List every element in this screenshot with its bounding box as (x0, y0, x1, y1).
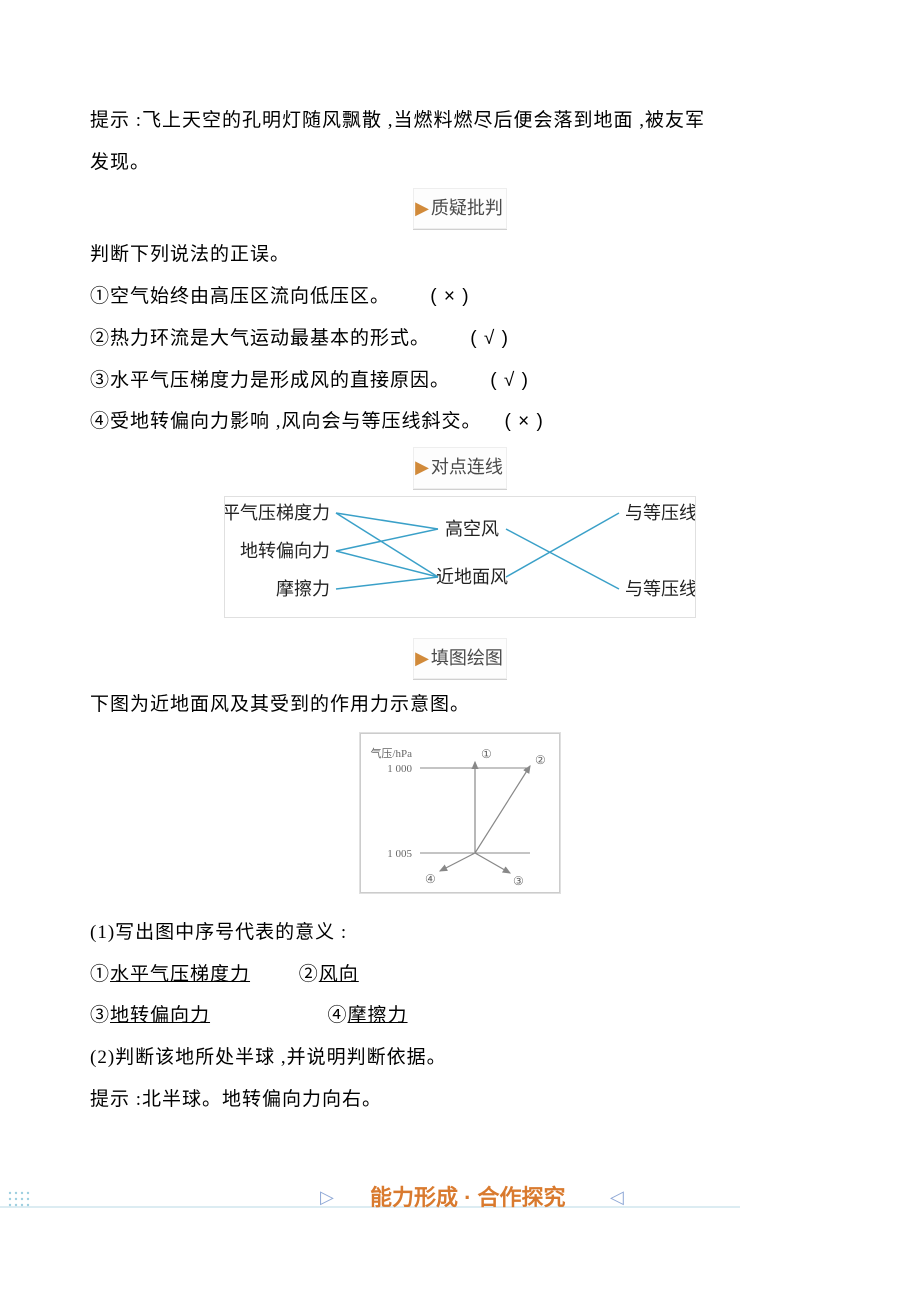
intro-paragraph: 提示 :飞上天空的孔明灯随风飘散 ,当燃料燃尽后便会落到地面 ,被友军 发现。 (90, 100, 830, 184)
q1-row-1: ①水平气压梯度力 ②风向 (90, 954, 830, 996)
svg-text:水平气压梯度力: 水平气压梯度力 (224, 503, 330, 523)
q1-a4-txt: 摩擦力 (348, 1005, 408, 1026)
svg-text:②: ② (535, 753, 546, 767)
q2-prompt: (2)判断该地所处半球 ,并说明判断依据。 (90, 1037, 830, 1079)
q1-a1-num: ① (90, 964, 110, 985)
judge-text-1: ①空气始终由高压区流向低压区。 (90, 286, 390, 307)
bottom-banner: ▷ 能力形成 · 合作探究 ◁ (0, 1179, 830, 1219)
judge-text-2: ②热力环流是大气运动最基本的形式。 (90, 328, 430, 349)
intro-line-2: 发现。 (90, 152, 150, 173)
svg-text:1 000: 1 000 (387, 763, 412, 775)
svg-text:③: ③ (513, 874, 524, 888)
q1-a4-num: ④ (328, 1005, 348, 1026)
svg-text:气压/hPa: 气压/hPa (370, 746, 412, 760)
judge-mark-2: ( √ ) (470, 328, 509, 349)
tag-duidian-text: 对点连线 (431, 457, 503, 477)
svg-text:地转偏向力: 地转偏向力 (240, 541, 330, 561)
judge-text-3: ③水平气压梯度力是形成风的直接原因。 (90, 370, 450, 391)
section-tag-duidian: ▶对点连线 (90, 447, 830, 490)
page-body: 提示 :飞上天空的孔明灯随风飘散 ,当燃料燃尽后便会落到地面 ,被友军 发现。 … (0, 0, 920, 1161)
judge-intro: 判断下列说法的正误。 (90, 234, 830, 276)
intro-line-1: 提示 :飞上天空的孔明灯随风飘散 ,当燃料燃尽后便会落到地面 ,被友军 (90, 110, 705, 131)
judge-item-1: ①空气始终由高压区流向低压区。 ( × ) (90, 276, 830, 318)
banner-graphic: ▷ 能力形成 · 合作探究 ◁ (0, 1179, 830, 1219)
judge-item-2: ②热力环流是大气运动最基本的形式。 ( √ ) (90, 318, 830, 360)
q1-prompt: (1)写出图中序号代表的意义 : (90, 912, 830, 954)
svg-text:与等压线斜交: 与等压线斜交 (625, 503, 696, 523)
svg-text:高空风: 高空风 (445, 519, 499, 539)
svg-text:①: ① (481, 747, 492, 761)
q1-a2-num: ② (299, 964, 319, 985)
q1-a1-txt: 水平气压梯度力 (110, 964, 250, 985)
judge-mark-3: ( √ ) (490, 370, 529, 391)
q1-row-2: ③地转偏向力 ④摩擦力 (90, 995, 830, 1037)
answers-block: (1)写出图中序号代表的意义 : ①水平气压梯度力 ②风向 ③地转偏向力 ④摩擦… (90, 912, 830, 1121)
q1-a3-txt: 地转偏向力 (110, 1005, 210, 1026)
tag-tiantu-text: 填图绘图 (431, 648, 503, 668)
tag-zhiyi-text: 质疑批判 (431, 198, 503, 218)
force-diagram-caption: 下图为近地面风及其受到的作用力示意图。 (90, 684, 830, 726)
q1-a3-num: ③ (90, 1005, 110, 1026)
svg-text:④: ④ (425, 872, 436, 886)
judge-text-4: ④受地转偏向力影响 ,风向会与等压线斜交。 (90, 411, 482, 432)
match-diagram: 水平气压梯度力地转偏向力摩擦力 高空风近地面风 与等压线斜交与等压线平行 (224, 496, 696, 618)
svg-text:摩擦力: 摩擦力 (276, 579, 330, 599)
q2-answer: 提示 :北半球。地转偏向力向右。 (90, 1079, 830, 1121)
svg-text:1 005: 1 005 (387, 848, 412, 860)
force-diagram: 气压/hPa 1 000 1 005 ① ② ③ ④ (359, 732, 561, 894)
section-tag-tiantu: ▶填图绘图 (90, 638, 830, 681)
svg-text:◁: ◁ (610, 1187, 624, 1207)
judge-item-3: ③水平气压梯度力是形成风的直接原因。 ( √ ) (90, 360, 830, 402)
judge-item-4: ④受地转偏向力影响 ,风向会与等压线斜交。 ( × ) (90, 401, 830, 443)
judge-mark-1: ( × ) (430, 286, 469, 307)
svg-text:与等压线平行: 与等压线平行 (625, 579, 696, 599)
section-tag-zhiyi: ▶质疑批判 (90, 188, 830, 231)
q1-a2-txt: 风向 (319, 964, 359, 985)
svg-text:▷: ▷ (320, 1187, 334, 1207)
force-diagram-wrap: 气压/hPa 1 000 1 005 ① ② ③ ④ (90, 732, 830, 910)
judge-mark-4: ( × ) (505, 411, 544, 432)
svg-text:能力形成 · 合作探究: 能力形成 · 合作探究 (370, 1185, 566, 1210)
match-diagram-wrap: 水平气压梯度力地转偏向力摩擦力 高空风近地面风 与等压线斜交与等压线平行 (90, 496, 830, 634)
svg-text:近地面风: 近地面风 (436, 567, 508, 587)
